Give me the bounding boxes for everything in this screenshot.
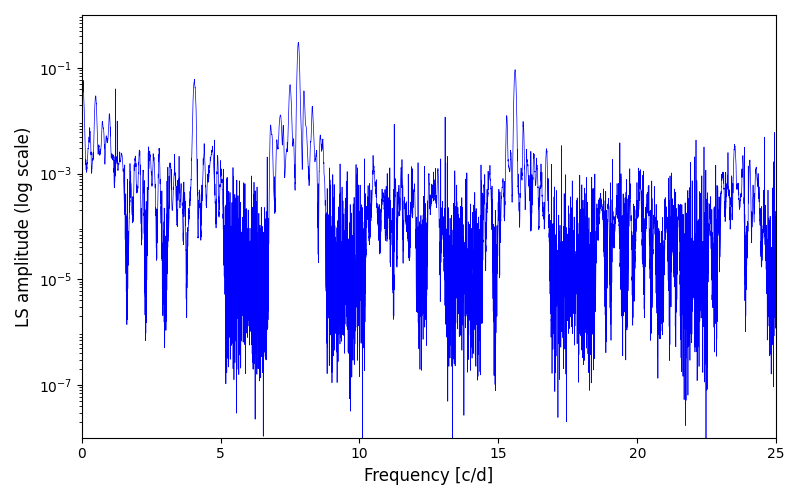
X-axis label: Frequency [c/d]: Frequency [c/d] [364,467,494,485]
Y-axis label: LS amplitude (log scale): LS amplitude (log scale) [15,126,33,326]
